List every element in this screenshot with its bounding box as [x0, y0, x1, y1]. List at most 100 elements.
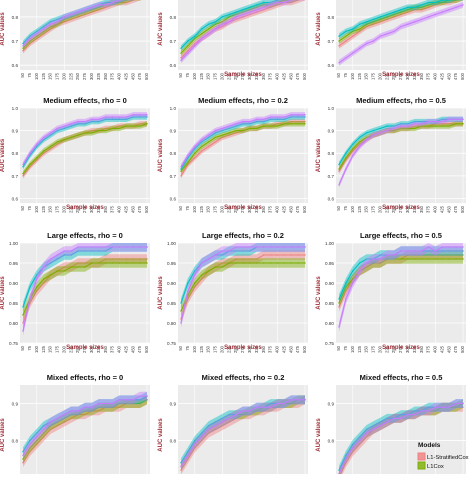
data-point	[187, 451, 189, 453]
data-point	[70, 16, 72, 18]
data-point	[352, 447, 354, 449]
y-tick-label: 0.7	[12, 39, 19, 44]
data-point	[427, 406, 430, 408]
data-point	[365, 132, 368, 134]
data-point	[77, 250, 79, 252]
data-point	[91, 250, 93, 252]
data-point	[345, 298, 347, 300]
data-point	[91, 246, 93, 248]
x-tick-label: 225	[68, 345, 73, 353]
data-point	[235, 417, 237, 419]
x-tick-label: 375	[426, 205, 431, 213]
x-tick-label: 375	[268, 72, 273, 80]
x-tick-label: 375	[426, 345, 431, 353]
data-point	[221, 134, 223, 136]
data-point	[393, 258, 395, 260]
x-tick-label: 200	[377, 205, 382, 213]
data-point	[29, 447, 31, 449]
x-tick-label: 500	[144, 205, 149, 213]
data-point	[283, 0, 285, 1]
data-point	[56, 18, 59, 21]
data-point	[297, 116, 299, 118]
data-point	[77, 11, 79, 13]
data-point	[187, 52, 189, 54]
data-point	[180, 57, 182, 59]
data-point	[36, 33, 38, 35]
panel-row1-col3: 0.6 0.7 0.8 AUC values 50 75 100 125 150 175 200 22…	[316, 0, 466, 80]
data-point	[180, 47, 182, 49]
data-point	[379, 421, 381, 423]
y-tick-label: 0.7	[328, 39, 335, 44]
y-tick-label: 0.90	[9, 281, 18, 286]
data-point	[194, 45, 196, 47]
data-point	[256, 246, 258, 248]
data-point	[276, 4, 279, 6]
data-point	[345, 35, 347, 37]
data-point	[125, 262, 128, 264]
data-point	[56, 21, 59, 23]
data-point	[194, 274, 196, 276]
y-axis-label: AUC values	[316, 12, 322, 46]
data-point	[283, 246, 285, 248]
data-point	[187, 157, 189, 159]
data-point	[36, 436, 38, 438]
data-point	[372, 428, 375, 431]
data-point	[276, 254, 279, 256]
panel-title: Medium effects, rho = 0.5	[356, 96, 446, 105]
x-tick-label: 175	[55, 72, 60, 80]
data-point	[118, 127, 121, 130]
y-tick-label: 0.7	[170, 174, 177, 179]
data-point	[105, 250, 107, 252]
data-point	[235, 129, 237, 132]
x-tick-label: 150	[48, 345, 53, 353]
data-point	[372, 258, 375, 260]
data-point	[180, 166, 182, 168]
data-point	[22, 42, 24, 45]
y-tick-label: 1.00	[167, 241, 176, 246]
data-point	[352, 52, 354, 54]
data-point	[214, 254, 217, 256]
data-point	[338, 306, 340, 308]
data-point	[421, 6, 423, 8]
data-point	[338, 35, 340, 37]
data-point	[22, 50, 24, 52]
data-point	[98, 402, 100, 405]
data-point	[386, 33, 388, 35]
data-point	[201, 274, 203, 276]
data-point	[462, 254, 464, 256]
data-point	[434, 410, 437, 412]
x-tick-label: 200	[377, 72, 382, 80]
data-point	[365, 42, 368, 45]
data-point	[290, 116, 292, 118]
data-point	[249, 262, 251, 264]
data-point	[365, 21, 368, 23]
y-tick-label: 0.8	[328, 151, 335, 156]
data-point	[194, 42, 196, 45]
data-point	[297, 402, 299, 405]
data-point	[455, 406, 457, 408]
data-point	[43, 139, 45, 141]
data-point	[207, 425, 210, 427]
data-point	[56, 127, 59, 130]
x-tick-label: 150	[206, 345, 211, 353]
data-point	[407, 254, 409, 256]
y-tick-label: 1.0	[328, 106, 335, 111]
data-point	[345, 152, 347, 154]
data-point	[379, 21, 381, 23]
data-point	[194, 152, 196, 154]
data-point	[441, 258, 443, 260]
data-point	[352, 270, 354, 272]
x-tick-label: 450	[130, 345, 135, 353]
data-point	[43, 28, 45, 30]
data-point	[421, 18, 423, 21]
data-point	[228, 13, 230, 16]
data-point	[63, 250, 65, 252]
data-point	[235, 123, 237, 125]
data-point	[43, 425, 45, 427]
data-point	[365, 432, 368, 434]
data-point	[242, 258, 244, 260]
data-point	[365, 428, 368, 431]
data-point	[345, 157, 347, 159]
x-axis-label: Sample sizes	[224, 205, 262, 211]
